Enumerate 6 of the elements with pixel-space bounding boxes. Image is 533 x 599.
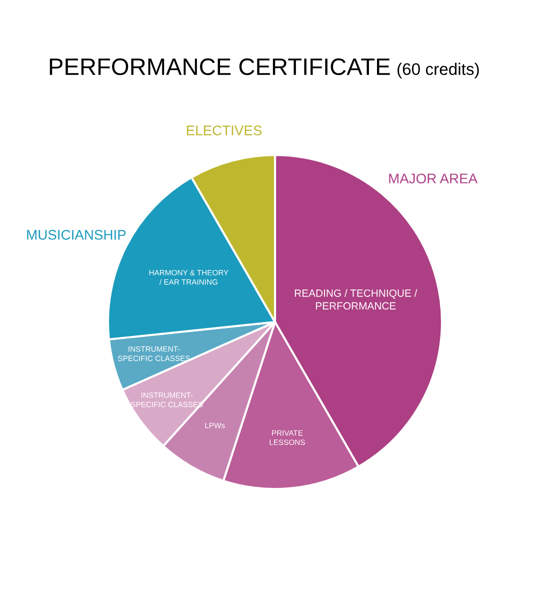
slice-label: READING / TECHNIQUE / PERFORMANCE	[294, 289, 418, 310]
text: MUSICIANSHIP	[27, 230, 126, 240]
chart-subtitle: (60 credits)	[398, 62, 479, 78]
slice-label: ELECTIVES	[186, 126, 262, 136]
text: MAJOR AREA	[389, 174, 478, 184]
chart-title: PERFORMANCE CERTIFICATE	[50, 58, 390, 76]
